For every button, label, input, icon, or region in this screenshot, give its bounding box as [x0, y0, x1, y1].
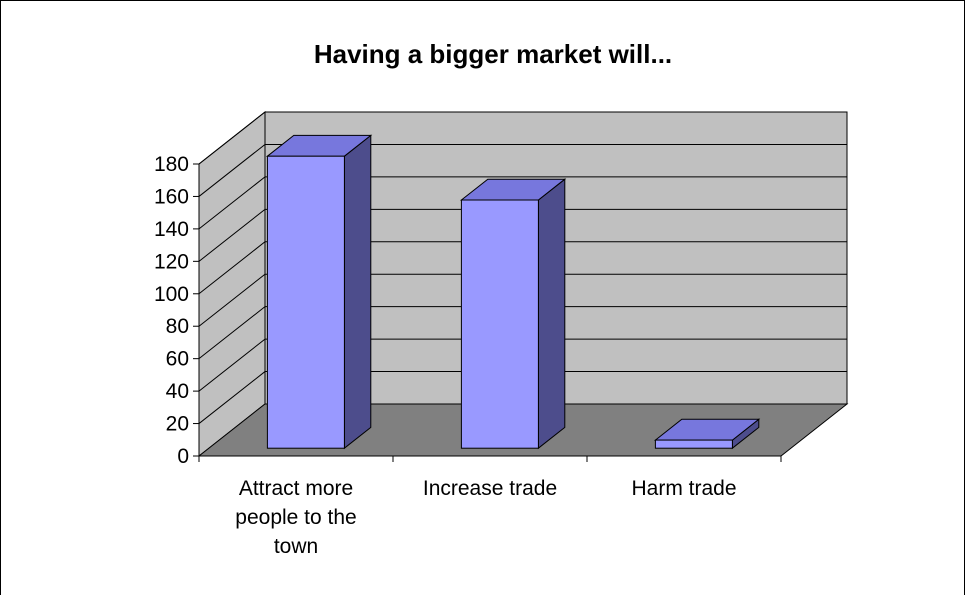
x-tick-label-line: town	[274, 535, 318, 558]
bar	[460, 199, 539, 449]
gridline	[198, 143, 847, 197]
chart-title: Having a bigger market will...	[314, 39, 672, 69]
y-tick-label: 180	[154, 153, 189, 176]
y-tick-label: 140	[154, 218, 189, 241]
y-tick-label: 80	[166, 315, 189, 338]
gridline	[198, 306, 847, 360]
gridline	[198, 338, 847, 392]
bar-side	[343, 134, 372, 450]
gridline	[198, 111, 847, 165]
y-tick-label: 0	[177, 445, 189, 468]
x-tick-label-line: Increase trade	[423, 477, 557, 500]
side-wall	[198, 110, 266, 458]
y-tick-label: 120	[154, 250, 189, 273]
gridline	[198, 208, 847, 262]
x-tick-label: Harm trade	[631, 477, 736, 500]
gridline	[198, 273, 847, 327]
x-tick-label-line: Harm trade	[631, 477, 736, 500]
y-tick-label: 60	[166, 348, 189, 371]
y-tick-label: 100	[154, 283, 189, 306]
bar-side	[537, 178, 566, 450]
plot-area: 0 20 40 60 80 100 120 140 160 180 Attract more peop…	[154, 110, 849, 558]
x-tick-label: Increase trade	[423, 477, 557, 500]
y-tick-label: 20	[166, 413, 189, 436]
x-tick-label: Attract more people to the town	[235, 477, 356, 558]
x-tick-label-line: people to the	[235, 506, 356, 529]
gridline	[198, 241, 847, 295]
bar	[266, 155, 345, 449]
gridline	[198, 176, 847, 230]
y-tick-label: 160	[154, 185, 189, 208]
y-tick-label: 40	[166, 380, 189, 403]
gridline	[198, 371, 847, 424]
bar	[654, 439, 733, 449]
x-tick-label-line: Attract more	[239, 477, 353, 500]
